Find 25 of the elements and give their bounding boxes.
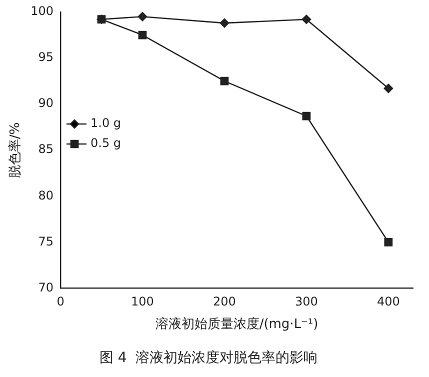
x-tick-label: 100 (131, 294, 154, 309)
y-tick-label: 85 (38, 142, 54, 156)
point (302, 112, 311, 120)
point (302, 14, 312, 24)
x-tick-label: 200 (213, 294, 236, 309)
y-axis-title: 脱色率/% (7, 122, 24, 178)
y-tick-label: 70 (38, 280, 54, 294)
y-tick-label: 100 (30, 4, 54, 18)
text: 图 4 溶液初始浓度对脱色率的影响 (99, 350, 318, 366)
legend-label: 0.5 g (90, 136, 122, 150)
point (220, 18, 230, 28)
y-tick-label: 90 (38, 96, 54, 110)
point (384, 84, 394, 94)
x-tick-label: 300 (294, 294, 318, 309)
point (138, 12, 148, 22)
legend-label: 1.0 g (90, 116, 122, 130)
x-tick-label: 400 (376, 294, 400, 309)
point (384, 238, 393, 246)
point (220, 76, 229, 86)
y-tick-label: 95 (38, 50, 54, 64)
point (138, 30, 147, 40)
y-tick-label: 80 (38, 188, 54, 202)
y-tick-label: 75 (38, 234, 54, 248)
x-axis-title: 溶液初始质量浓度/(mg·L⁻¹) (155, 316, 318, 332)
x-tick-label: 0 (56, 294, 64, 309)
